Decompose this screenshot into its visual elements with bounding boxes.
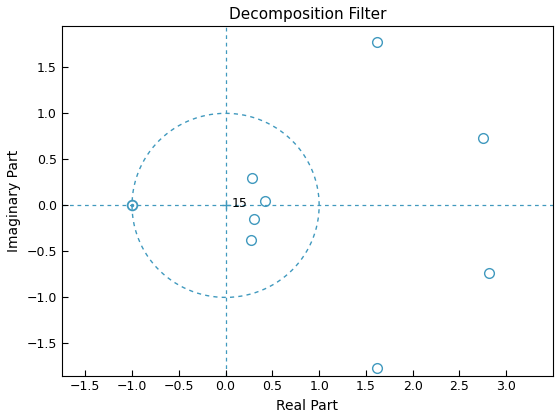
Text: 15: 15 (232, 197, 248, 210)
Y-axis label: Imaginary Part: Imaginary Part (7, 150, 21, 252)
X-axis label: Real Part: Real Part (277, 399, 338, 413)
Title: Decomposition Filter: Decomposition Filter (228, 7, 386, 22)
